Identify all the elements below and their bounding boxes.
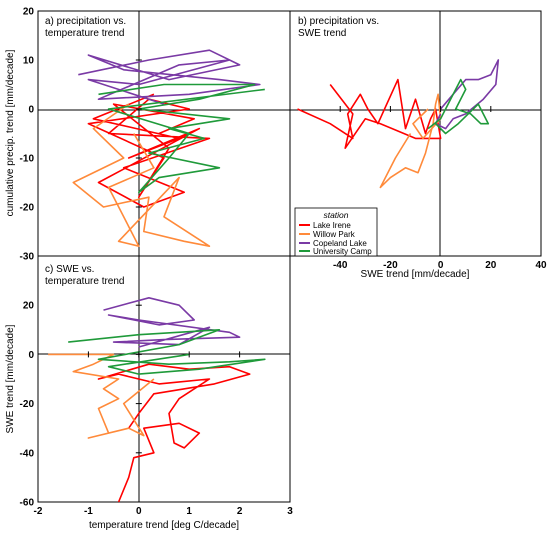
panel-c-xlabel: temperature trend [deg C/decade] (89, 520, 239, 531)
panel-c-series-university-camp (68, 328, 266, 375)
panel-c-ytick-label: -20 (20, 399, 35, 410)
panel-b-frame (289, 10, 542, 257)
panel-b-xtick-label: -20 (383, 260, 398, 271)
panel-b-xlabel: SWE trend [mm/decade] (361, 269, 470, 280)
panel-c-frame (37, 255, 291, 503)
panel-c-ytick-label: -60 (20, 498, 35, 509)
panel-c-ytick-label: -40 (20, 448, 35, 459)
legend-label-willow-park: Willow Park (313, 230, 356, 239)
panel-c-label: c) SWE vs. temperature trend (45, 264, 125, 287)
panel-b-xtick-label: 40 (535, 260, 547, 271)
panel-a-ytick-label: 0 (28, 105, 34, 116)
panel-c-xtick-label: -1 (84, 506, 93, 517)
legend: station Lake Irene Willow Park Copeland … (294, 207, 378, 257)
panel-c-ytick-label: 20 (23, 301, 35, 312)
panel-c-series-lake-irene (97, 363, 251, 503)
panel-c-xtick-label: -2 (34, 506, 43, 517)
legend-label-copeland-lake: Copeland Lake (313, 239, 367, 248)
panel-b-series-willow-park (379, 93, 442, 189)
panel-b-xtick-label: 20 (485, 260, 497, 271)
panel-b-xtick-label: 0 (438, 260, 444, 271)
panel-c-xtick-label: 1 (186, 506, 192, 517)
panel-c-ylabel: SWE trend [mm/decade] (5, 324, 16, 433)
legend-box (294, 207, 378, 257)
panel-a-ytick-label: 10 (23, 56, 35, 67)
legend-label-lake-irene: Lake Irene (313, 221, 351, 230)
panel-c-xtick-label: 2 (237, 506, 243, 517)
panel-a-label: a) precipitation vs. temperature trend (45, 16, 126, 39)
panel-a-ytick-label: -30 (20, 252, 35, 263)
panel-a-ytick-label: 20 (23, 7, 35, 18)
panel-b-series-university-camp (427, 78, 490, 135)
panel-a-series-willow-park (72, 103, 211, 247)
panel-a-ytick-label: -20 (20, 203, 35, 214)
series-layer (48, 49, 500, 503)
panel-a-ylabel: cumulative precip. trend [mm/decade] (5, 49, 16, 216)
panel-c-ytick-label: 0 (28, 350, 34, 361)
panel-b-label: b) precipitation vs. SWE trend (298, 16, 379, 39)
panel-a-frame (37, 10, 291, 257)
panel-a-series-lake-irene (87, 93, 211, 208)
panel-c-xtick-label: 0 (136, 506, 142, 517)
legend-title: station (323, 210, 348, 220)
panel-b-xtick-label: -40 (333, 260, 348, 271)
panel-c-series-copeland-lake (103, 296, 241, 348)
legend-label-university-camp: University Camp (313, 247, 372, 256)
panel-c-series-willow-park (48, 353, 155, 439)
panel-c-xtick-label: 3 (287, 506, 293, 517)
panel-b-series-copeland-lake (434, 59, 500, 130)
panel-a-series-copeland-lake (78, 49, 261, 105)
panel-b-series-lake-irene (297, 78, 442, 149)
panel-a-ytick-label: -10 (20, 154, 35, 165)
panel-a-series-university-camp (98, 83, 265, 194)
